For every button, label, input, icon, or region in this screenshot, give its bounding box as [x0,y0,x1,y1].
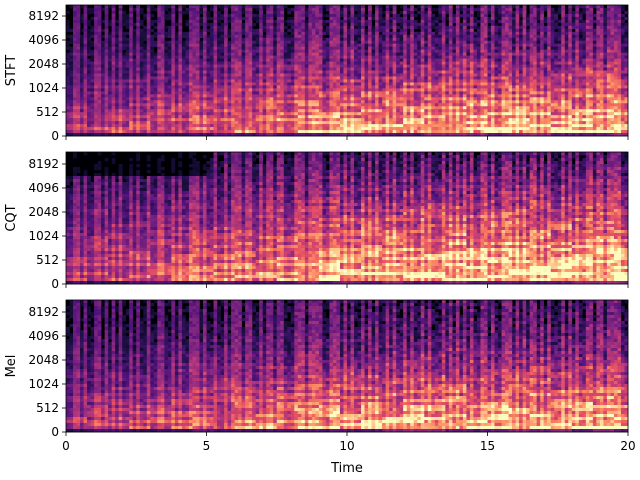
y-tick-label: 1024 [28,229,59,243]
y-tick-label: 0 [51,129,59,143]
x-tick-label: 0 [62,439,70,453]
y-tick-label: 512 [36,253,59,267]
panels-group: 0 512 1024 2048 4096 8192 STFT 0 512 1024 2048 4096… [4,5,636,453]
y-tick-label: 4096 [28,329,59,343]
x-tick-label: 10 [339,439,354,453]
y-tick-label: 0 [51,277,59,291]
spectrogram-image [66,300,628,432]
x-tick-label: 5 [203,439,211,453]
y-tick-label: 8192 [28,305,59,319]
y-tick-label: 1024 [28,81,59,95]
y-tick-label: 0 [51,425,59,439]
x-tick-label: 15 [480,439,495,453]
y-tick-label: 8192 [28,157,59,171]
panel-mel: 0 512 1024 2048 4096 8192 Mel 0 5 10 15 20 [4,300,636,453]
spectrogram-image [66,5,628,136]
y-tick-label: 512 [36,105,59,119]
spectrogram-image [66,152,628,284]
y-axis-label: Mel [4,355,19,378]
y-tick-label: 2048 [28,353,59,367]
x-tick-label: 20 [620,439,635,453]
y-tick-label: 4096 [28,33,59,47]
y-tick-label: 512 [36,401,59,415]
y-tick-label: 8192 [28,9,59,23]
y-tick-label: 2048 [28,57,59,71]
y-tick-label: 1024 [28,377,59,391]
panel-stft: 0 512 1024 2048 4096 8192 STFT [4,5,628,143]
panel-cqt: 0 512 1024 2048 4096 8192 CQT [4,152,628,291]
y-tick-label: 4096 [28,181,59,195]
x-axis-label: Time [330,461,363,476]
y-tick-label: 2048 [28,205,59,219]
y-axis-label: STFT [4,55,19,86]
y-axis-label: CQT [4,204,19,231]
